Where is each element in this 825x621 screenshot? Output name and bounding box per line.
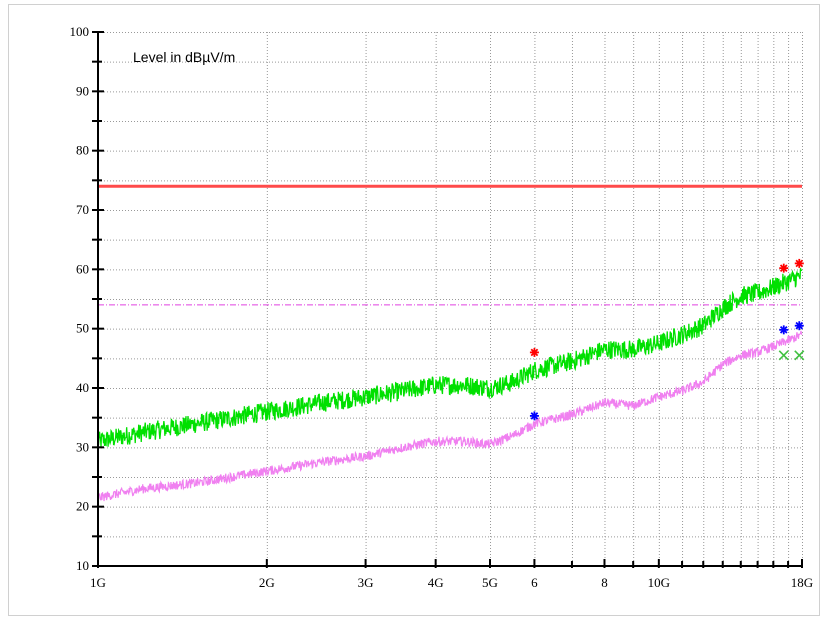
marker-stroke — [779, 264, 788, 272]
x-tick-label: 6 — [531, 575, 538, 590]
x-tick-label: 1G — [90, 575, 106, 590]
y-tick-label: 100 — [70, 24, 90, 39]
marker-stroke — [778, 350, 789, 361]
x-tick-label: 18G — [791, 575, 813, 590]
star-marker — [779, 325, 789, 335]
y-axis-label: Level in dBµV/m — [133, 49, 235, 65]
x-tick-label: 3G — [358, 575, 374, 590]
cross-marker — [778, 350, 789, 361]
star-marker — [779, 263, 789, 273]
y-tick-label: 90 — [76, 83, 89, 98]
y-tick-label: 40 — [76, 380, 89, 395]
series-trace-2 — [97, 330, 803, 502]
peak-markers — [529, 258, 805, 421]
y-tick-label: 80 — [76, 143, 89, 158]
y-tick-label: 20 — [76, 499, 89, 514]
y-tick-label: 60 — [76, 261, 89, 276]
x-tick-label: 5G — [482, 575, 498, 590]
marker-stroke — [779, 326, 788, 334]
chart-frame — [8, 4, 820, 616]
series-trace-1 — [97, 268, 803, 448]
star-marker — [794, 321, 804, 331]
star-marker — [794, 258, 804, 268]
x-tick-label: 10G — [648, 575, 670, 590]
x-tick-label: 8 — [601, 575, 608, 590]
x-tick-labels: 1G 2G 3G 4G 5G 6 8 10G 18G — [90, 575, 813, 590]
marker-stroke — [794, 350, 805, 361]
marker-stroke — [795, 321, 804, 330]
y-tick-labels: 10 20 30 40 50 60 70 80 90 100 — [70, 24, 90, 573]
x-tick-label: 2G — [259, 575, 275, 590]
marker-stroke — [530, 348, 539, 357]
cross-marker — [794, 350, 805, 361]
y-tick-label: 50 — [76, 321, 89, 336]
star-marker — [529, 411, 539, 421]
y-tick-label: 10 — [76, 558, 89, 573]
marker-stroke — [795, 259, 804, 268]
limit-lines — [98, 184, 802, 306]
axes — [92, 31, 803, 568]
x-tick-label: 4G — [428, 575, 444, 590]
star-marker — [529, 347, 539, 357]
marker-stroke — [530, 412, 539, 420]
y-tick-label: 30 — [76, 439, 89, 454]
series-traces — [97, 268, 803, 502]
y-tick-label: 70 — [76, 202, 89, 217]
